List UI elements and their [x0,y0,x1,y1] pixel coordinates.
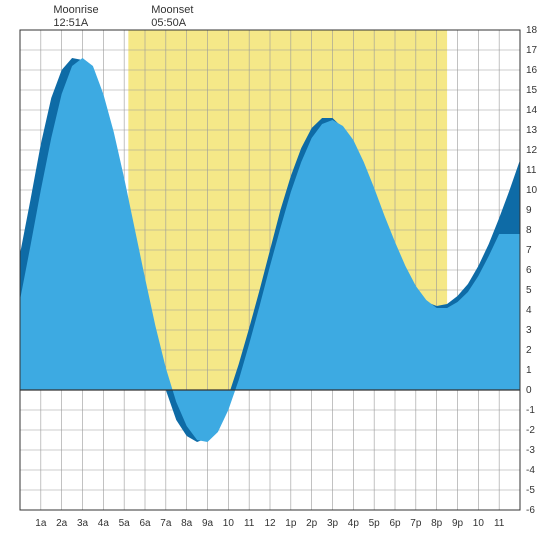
x-tick-label: 5a [119,518,131,529]
y-tick-label: 1 [526,365,532,376]
y-tick-label: 2 [526,345,532,356]
y-tick-label: 10 [526,185,538,196]
y-tick-label: 6 [526,265,532,276]
y-tick-label: 15 [526,85,538,96]
x-tick-label: 11 [244,518,255,529]
moonrise-label: Moonrise12:51A [53,4,98,30]
y-tick-label: 7 [526,245,532,256]
moon-title: Moonrise [53,4,98,17]
x-tick-label: 6p [389,518,401,529]
chart-canvas: 1a2a3a4a5a6a7a8a9a1011121p2p3p4p5p6p7p8p… [0,0,550,550]
y-tick-label: 18 [526,25,538,36]
y-tick-label: -5 [526,485,535,496]
x-tick-label: 4p [348,518,360,529]
x-tick-label: 6a [139,518,151,529]
x-tick-label: 9a [202,518,214,529]
moon-time: 12:51A [53,17,98,30]
x-tick-label: 1p [285,518,297,529]
x-tick-label: 7a [160,518,172,529]
x-tick-label: 8a [181,518,193,529]
moonset-label: Moonset05:50A [151,4,193,30]
y-tick-label: 16 [526,65,538,76]
y-tick-label: 9 [526,205,532,216]
x-tick-label: 10 [223,518,235,529]
x-axis-labels: 1a 2a 3a 4a 5a 6a 7a 8a 9a 10 11 12 1p 2p 3p 4p 5p 6p 7p 8p… [35,518,505,529]
x-tick-label: 10 [473,518,485,529]
x-tick-label: 7p [410,518,422,529]
x-tick-label: 11 [494,518,505,529]
x-tick-label: 2a [56,518,68,529]
moon-time: 05:50A [151,17,193,30]
y-tick-label: 11 [526,165,537,176]
y-tick-label: 13 [526,125,538,136]
x-tick-label: 9p [452,518,464,529]
y-axis-labels: -6-5-4-3-2-10123456789101112131415161718 [526,25,538,516]
tide-chart: 1a2a3a4a5a6a7a8a9a1011121p2p3p4p5p6p7p8p… [0,0,550,550]
y-tick-label: 5 [526,285,532,296]
x-tick-label: 3a [77,518,89,529]
y-tick-label: -3 [526,445,535,456]
y-tick-label: 4 [526,305,532,316]
y-tick-label: 0 [526,385,532,396]
x-tick-label: 12 [264,518,276,529]
y-tick-label: -4 [526,465,535,476]
y-tick-label: 12 [526,145,538,156]
y-tick-label: -6 [526,505,535,516]
x-tick-label: 4a [98,518,110,529]
y-tick-label: 8 [526,225,532,236]
x-tick-label: 8p [431,518,443,529]
x-tick-label: 3p [327,518,339,529]
y-tick-label: 17 [526,45,538,56]
y-tick-label: -1 [526,405,535,416]
y-tick-label: 3 [526,325,532,336]
x-tick-label: 1a [35,518,47,529]
y-tick-label: -2 [526,425,535,436]
y-tick-label: 14 [526,105,538,116]
moon-title: Moonset [151,4,193,17]
x-tick-label: 5p [369,518,381,529]
x-tick-label: 2p [306,518,318,529]
